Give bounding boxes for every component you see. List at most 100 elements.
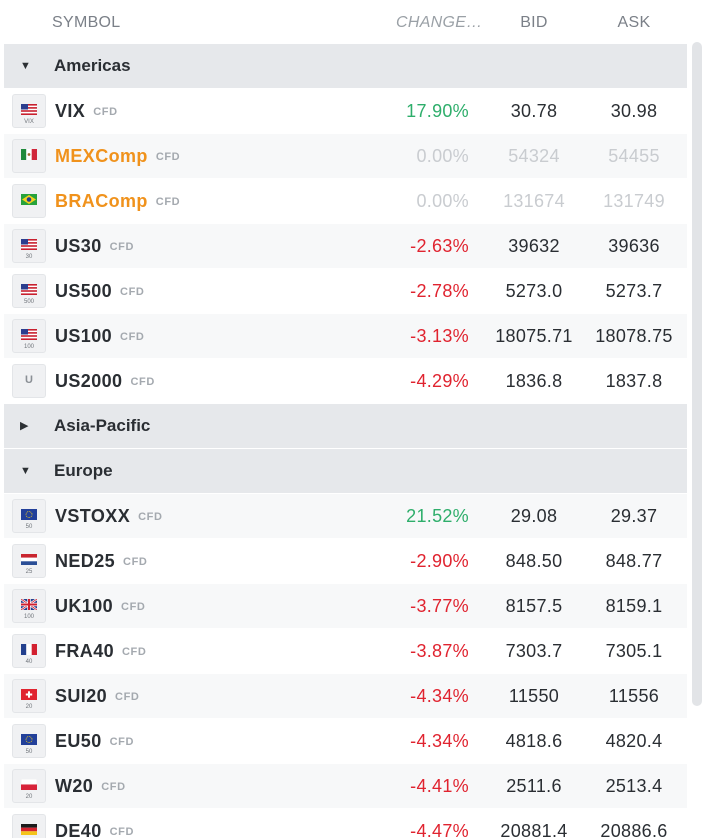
group-header-americas[interactable]: ▼ Americas <box>4 44 687 89</box>
ask-price[interactable]: 1837.8 <box>605 371 663 391</box>
bid-price[interactable]: 7303.7 <box>505 641 563 661</box>
instrument-row-fra40[interactable]: 40 FRA40 CFD -3.87% 7303.7 7305.1 <box>4 629 687 674</box>
ask-price[interactable]: 11556 <box>608 686 660 706</box>
eu-flag-icon: 50 <box>12 724 46 758</box>
symbol-text: DE40 <box>55 821 102 838</box>
bid-price[interactable]: 4818.6 <box>505 731 563 751</box>
scrollbar[interactable] <box>692 42 702 706</box>
ask-price[interactable]: 7305.1 <box>605 641 663 661</box>
flag-subscript: 25 <box>25 569 33 575</box>
ask-price[interactable]: 18078.75 <box>595 326 673 346</box>
instrument-row-us500[interactable]: 500 US500 CFD -2.78% 5273.0 5273.7 <box>4 269 687 314</box>
nl-flag-icon: 25 <box>12 544 46 578</box>
instrument-row-de40[interactable]: DE40 CFD -4.47% 20881.4 20886.6 <box>4 809 687 838</box>
symbol-name[interactable]: EU50 CFD <box>55 731 134 752</box>
symbol-text: EU50 <box>55 731 102 751</box>
triangle-right-icon[interactable]: ▶ <box>20 420 29 432</box>
instrument-type-tag: CFD <box>122 646 147 658</box>
de-flag-icon <box>12 814 46 838</box>
change-value: -3.13% <box>410 326 469 346</box>
flag-subscript: 50 <box>25 749 33 755</box>
bid-price[interactable]: 29.08 <box>510 506 558 526</box>
instrument-row-w20[interactable]: 20 W20 CFD -4.41% 2511.6 2513.4 <box>4 764 687 809</box>
us-flag-icon: 30 <box>12 229 46 263</box>
group-header-europe[interactable]: ▼ Europe <box>4 449 687 494</box>
symbol-text: BRAComp <box>55 191 148 211</box>
instrument-row-sui20[interactable]: 20 SUI20 CFD -4.34% 11550 11556 <box>4 674 687 719</box>
instrument-row-us2000[interactable]: U US2000 CFD -4.29% 1836.8 1837.8 <box>4 359 687 404</box>
symbol-name[interactable]: VIX CFD <box>55 101 118 122</box>
bid-price[interactable]: 20881.4 <box>500 821 568 838</box>
ask-price[interactable]: 20886.6 <box>600 821 668 838</box>
symbol-name[interactable]: VSTOXX CFD <box>55 506 163 527</box>
uk-flag-icon: 100 <box>12 589 46 623</box>
symbol-name[interactable]: US100 CFD <box>55 326 144 347</box>
bid-price[interactable]: 848.50 <box>505 551 563 571</box>
triangle-down-icon[interactable]: ▼ <box>20 60 31 72</box>
ask-price[interactable]: 131749 <box>603 191 665 211</box>
symbol-column-header[interactable]: SYMBOL <box>52 14 121 31</box>
bid-price[interactable]: 54324 <box>508 146 560 166</box>
symbol-text: SUI20 <box>55 686 108 706</box>
ask-price[interactable]: 4820.4 <box>605 731 663 751</box>
flag-subscript: 40 <box>25 659 33 665</box>
symbol-name[interactable]: NED25 CFD <box>55 551 147 572</box>
bid-price[interactable]: 39632 <box>508 236 560 256</box>
instrument-row-uk100[interactable]: 100 UK100 CFD -3.77% 8157.5 8159.1 <box>4 584 687 629</box>
ask-price[interactable]: 2513.4 <box>605 776 663 796</box>
symbol-name[interactable]: UK100 CFD <box>55 596 145 617</box>
ask-price[interactable]: 8159.1 <box>605 596 663 616</box>
ask-price[interactable]: 54455 <box>608 146 660 166</box>
instrument-row-vix[interactable]: VIX VIX CFD 17.90% 30.78 30.98 <box>4 89 687 134</box>
instrument-row-ned25[interactable]: 25 NED25 CFD -2.90% 848.50 848.77 <box>4 539 687 584</box>
flag-subscript: 20 <box>25 794 33 800</box>
symbol-name[interactable]: SUI20 CFD <box>55 686 139 707</box>
instrument-row-mexcomp[interactable]: MEXComp CFD 0.00% 54324 54455 <box>4 134 687 179</box>
ask-price[interactable]: 848.77 <box>605 551 663 571</box>
bid-price[interactable]: 1836.8 <box>505 371 563 391</box>
instrument-row-bracomp[interactable]: BRAComp CFD 0.00% 131674 131749 <box>4 179 687 224</box>
instrument-row-vstoxx[interactable]: 50 VSTOXX CFD 21.52% 29.08 29.37 <box>4 494 687 539</box>
bid-price[interactable]: 5273.0 <box>505 281 563 301</box>
flag-subscript: VIX <box>24 119 34 125</box>
symbol-text: US500 <box>55 281 113 301</box>
symbol-name[interactable]: DE40 CFD <box>55 821 134 838</box>
instrument-row-eu50[interactable]: 50 EU50 CFD -4.34% 4818.6 4820.4 <box>4 719 687 764</box>
change-value: -4.34% <box>410 731 469 751</box>
ask-price[interactable]: 39636 <box>608 236 660 256</box>
triangle-down-icon[interactable]: ▼ <box>20 465 31 477</box>
symbol-name[interactable]: BRAComp CFD <box>55 191 180 212</box>
symbol-text: W20 <box>55 776 94 796</box>
symbol-name[interactable]: US500 CFD <box>55 281 144 302</box>
ask-price[interactable]: 30.98 <box>610 101 658 121</box>
symbol-name[interactable]: W20 CFD <box>55 776 126 797</box>
flag-subscript: 30 <box>25 254 33 260</box>
change-value: -2.78% <box>410 281 469 301</box>
ask-column-header[interactable]: ASK <box>617 14 651 31</box>
symbol-name[interactable]: US30 CFD <box>55 236 134 257</box>
symbol-name[interactable]: FRA40 CFD <box>55 641 146 662</box>
bid-price[interactable]: 18075.71 <box>495 326 573 346</box>
symbol-name[interactable]: US2000 CFD <box>55 371 155 392</box>
instrument-row-us100[interactable]: 100 US100 CFD -3.13% 18075.71 18078.75 <box>4 314 687 359</box>
ask-price[interactable]: 29.37 <box>610 506 658 526</box>
instrument-type-tag: CFD <box>109 826 135 838</box>
ask-price[interactable]: 5273.7 <box>605 281 663 301</box>
bid-price[interactable]: 131674 <box>503 191 565 211</box>
bid-price[interactable]: 11550 <box>508 686 560 706</box>
instrument-row-us30[interactable]: 30 US30 CFD -2.63% 39632 39636 <box>4 224 687 269</box>
bid-price[interactable]: 8157.5 <box>505 596 563 616</box>
table-header: SYMBOL CHANGE(... BID ASK <box>0 0 706 44</box>
group-name: Asia-Pacific <box>54 416 151 435</box>
us-flag-icon: VIX <box>12 94 46 128</box>
bid-price[interactable]: 2511.6 <box>506 776 562 796</box>
symbol-name[interactable]: MEXComp CFD <box>55 146 180 167</box>
group-header-asia-pacific[interactable]: ▶ Asia-Pacific <box>4 404 687 449</box>
instrument-type-tag: CFD <box>115 691 140 703</box>
br-flag-icon <box>12 184 46 218</box>
instrument-type-tag: CFD <box>121 601 146 613</box>
change-value: -3.87% <box>410 641 469 661</box>
change-column-header[interactable]: CHANGE(... <box>396 14 486 31</box>
bid-price[interactable]: 30.78 <box>510 101 558 121</box>
bid-column-header[interactable]: BID <box>520 14 548 31</box>
